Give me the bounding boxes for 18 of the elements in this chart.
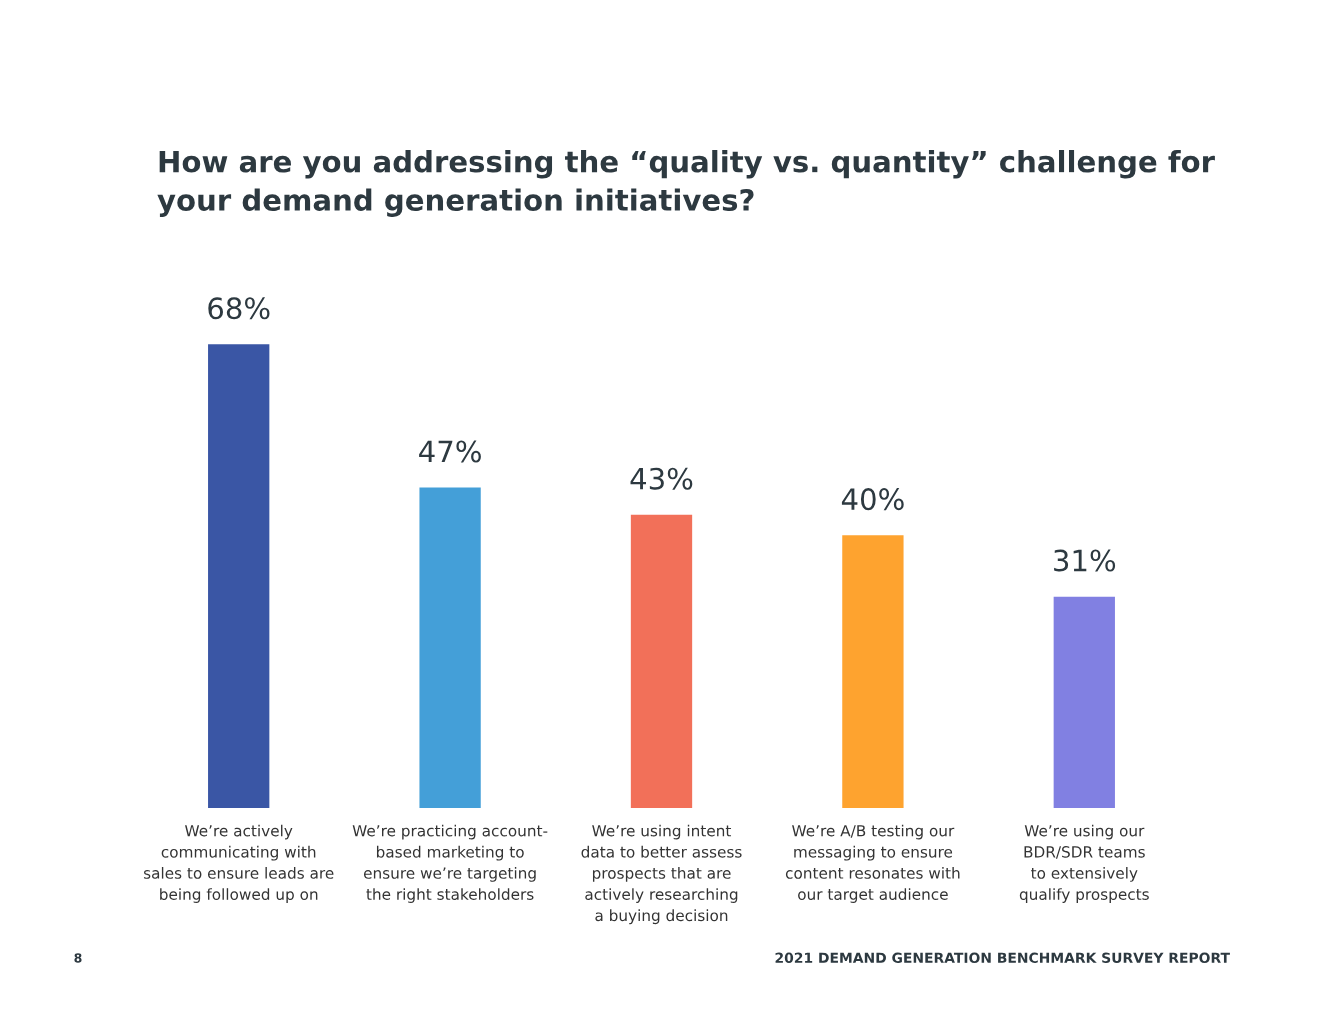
x-tick-label: We’re using our BDR/SDR teams to extensively qualify prospects xyxy=(1019,824,1149,903)
bar xyxy=(842,535,904,808)
bar xyxy=(630,514,693,808)
text: 8 xyxy=(74,953,82,963)
x-tick-label: We’re A/B testing our messaging to ensure content resonates with our target audience xyxy=(785,824,960,903)
data-label: 31% xyxy=(1054,549,1116,572)
bar xyxy=(1053,596,1115,808)
bar xyxy=(419,487,481,808)
data-label: 68% xyxy=(208,297,270,320)
data-label: 40% xyxy=(841,488,904,511)
data-label: 43% xyxy=(630,467,693,490)
data-label: 47% xyxy=(419,440,481,463)
chart-title: How are you addressing the “quality vs. quantity” challenge for your demand generation initiatives? xyxy=(157,150,1215,217)
x-tick-label: We’re actively communicating with sales to ensure leads are being followed up on xyxy=(143,824,334,903)
x-tick-label: We’re using intent data to better assess prospects that are actively researching a buying decision xyxy=(581,824,742,925)
text: 2021 DEMAND GENERATION BENCHMARK SURVEY REPORT xyxy=(775,952,1230,964)
x-tick-label: We’re practicing account- based marketing to ensure we’re targeting the right stakeholders xyxy=(352,824,548,903)
bar xyxy=(208,344,270,808)
